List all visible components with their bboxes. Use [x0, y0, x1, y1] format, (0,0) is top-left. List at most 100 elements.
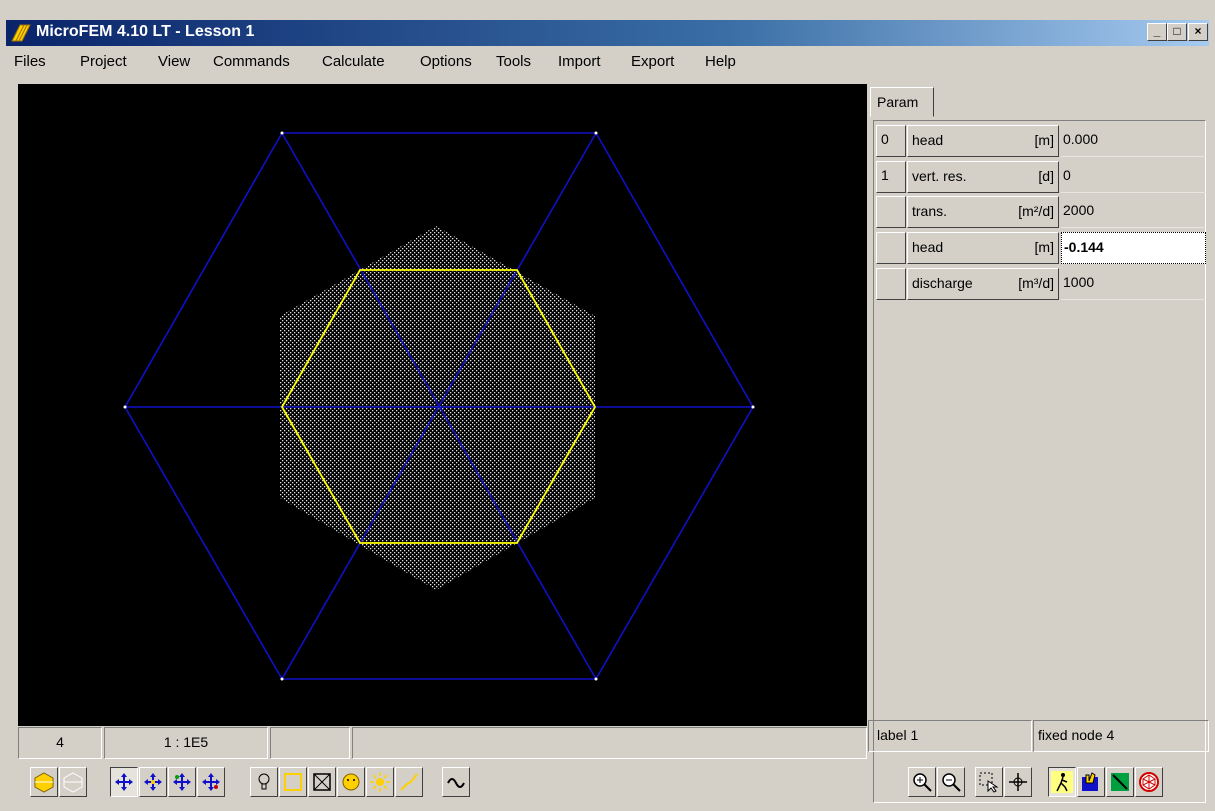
pan-3-button[interactable]: [168, 767, 196, 797]
row-unit: [m²/d]: [1018, 203, 1054, 219]
param-row-trans[interactable]: trans. [m²/d] 2000: [876, 196, 1206, 228]
layer-up-icon: [34, 772, 54, 793]
row-unit: [m³/d]: [1018, 275, 1054, 291]
mesh-nodes: [123, 131, 755, 681]
row-value[interactable]: 0.000: [1061, 125, 1206, 157]
param-row-discharge[interactable]: discharge [m³/d] 1000: [876, 268, 1206, 300]
mesh-drawing[interactable]: [18, 84, 867, 726]
pan-2-icon: [144, 773, 162, 791]
outer-mesh: [124, 132, 754, 680]
line-button[interactable]: [395, 767, 423, 797]
panel-status-node: fixed node 4: [1033, 720, 1209, 752]
curve-button[interactable]: [442, 767, 470, 797]
menu-import[interactable]: Import: [558, 53, 601, 70]
status-layer: 4: [18, 727, 102, 759]
parameter-grid: 0 head [m] 0.000 1 vert. res. [d] 0 trans.…: [873, 120, 1206, 803]
menu-tools[interactable]: Tools: [496, 53, 532, 70]
select-icon: [979, 772, 999, 793]
pan-2-button[interactable]: [139, 767, 167, 797]
close-button[interactable]: ×: [1188, 23, 1208, 41]
pan-3-icon: [173, 773, 191, 791]
maximize-button[interactable]: □: [1167, 23, 1187, 41]
row-name: trans.: [912, 203, 948, 219]
rectangle-button[interactable]: [279, 767, 307, 797]
row-value[interactable]: 0: [1061, 161, 1206, 193]
app-icon: [11, 24, 31, 42]
zoom-box-icon: [313, 773, 331, 791]
title-bar: MicroFEM 4.10 LT - Lesson 1 _ □ ×: [6, 20, 1209, 46]
walk-button[interactable]: [1048, 767, 1076, 797]
panel-status-label: label 1: [868, 720, 1032, 752]
smiley-button[interactable]: [337, 767, 365, 797]
hand-button[interactable]: [1077, 767, 1105, 797]
pan-4-button[interactable]: [197, 767, 225, 797]
param-row-vert-res[interactable]: 1 vert. res. [d] 0: [876, 161, 1206, 193]
walk-icon: [1051, 771, 1073, 793]
pen-button[interactable]: [1106, 767, 1134, 797]
sun-button[interactable]: [366, 767, 394, 797]
minimize-button[interactable]: _: [1147, 23, 1167, 41]
param-row-head-calc[interactable]: head [m] -0.144: [876, 232, 1206, 264]
line-icon: [400, 773, 418, 791]
menu-bar: Files Project View Commands Calculate Op…: [6, 50, 1209, 74]
row-index: [876, 196, 906, 228]
zoom-out-button[interactable]: [937, 767, 965, 797]
row-name-cell: head [m]: [907, 125, 1059, 157]
menu-export[interactable]: Export: [631, 53, 675, 70]
row-index: 0: [876, 125, 906, 157]
status-scale: 1 : 1E5: [104, 727, 268, 759]
select-button[interactable]: [975, 767, 1003, 797]
curve-icon: [447, 778, 465, 788]
zoom-box-button[interactable]: [308, 767, 336, 797]
row-name: discharge: [912, 275, 973, 291]
menu-options[interactable]: Options: [420, 53, 472, 70]
row-index: [876, 268, 906, 300]
row-index: [876, 232, 906, 264]
zoom-out-icon: [942, 773, 961, 792]
window-title: MicroFEM 4.10 LT - Lesson 1: [36, 23, 255, 40]
parameter-panel: Param 0 head [m] 0.000 1 vert. res. [d] 0 …: [868, 84, 1209, 803]
row-unit: [m]: [1034, 239, 1054, 255]
move-button[interactable]: [1004, 767, 1032, 797]
pan-icon: [115, 773, 133, 791]
row-value[interactable]: 2000: [1061, 196, 1206, 228]
menu-calculate[interactable]: Calculate: [322, 53, 385, 70]
layer-up-button[interactable]: [30, 767, 58, 797]
tab-param[interactable]: Param: [870, 87, 934, 117]
rectangle-icon: [284, 773, 302, 791]
row-name-cell: vert. res. [d]: [907, 161, 1059, 193]
smiley-icon: [342, 773, 360, 791]
bulb-button[interactable]: [250, 767, 278, 797]
menu-files[interactable]: Files: [14, 53, 46, 70]
wheel-icon: [1139, 772, 1159, 792]
row-name: vert. res.: [912, 168, 967, 184]
row-unit: [m]: [1034, 132, 1054, 148]
wheel-button[interactable]: [1135, 767, 1163, 797]
layer-down-icon: [63, 772, 83, 793]
menu-help[interactable]: Help: [705, 53, 736, 70]
pen-icon: [1111, 773, 1129, 791]
menu-commands[interactable]: Commands: [213, 53, 290, 70]
row-name-cell: discharge [m³/d]: [907, 268, 1059, 300]
row-name: head: [912, 132, 944, 148]
param-row-head[interactable]: 0 head [m] 0.000: [876, 125, 1206, 157]
row-name: head: [912, 239, 944, 255]
pan-button[interactable]: [110, 767, 138, 797]
row-value-selected[interactable]: -0.144: [1061, 232, 1206, 264]
zoom-in-button[interactable]: [908, 767, 936, 797]
bulb-icon: [258, 773, 270, 790]
row-name-cell: head [m]: [907, 232, 1059, 264]
menu-view[interactable]: View: [158, 53, 191, 70]
move-icon: [1009, 773, 1027, 791]
row-value[interactable]: 1000: [1061, 268, 1206, 300]
layer-down-button[interactable]: [59, 767, 87, 797]
hand-icon: [1082, 772, 1098, 791]
pan-4-icon: [202, 773, 220, 791]
zoom-in-icon: [913, 773, 932, 792]
mesh-canvas[interactable]: [18, 84, 867, 726]
row-unit: [d]: [1038, 168, 1054, 184]
menu-project[interactable]: Project: [80, 53, 127, 70]
sun-icon: [370, 772, 390, 792]
row-name-cell: trans. [m²/d]: [907, 196, 1059, 228]
